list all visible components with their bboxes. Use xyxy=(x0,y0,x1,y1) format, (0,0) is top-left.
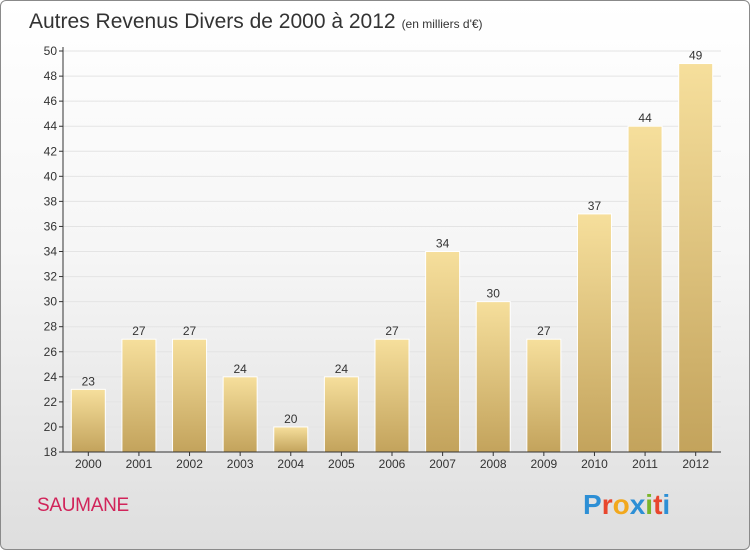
bar xyxy=(627,125,663,453)
labels: 18 20 22 24 26 28 30 32 34 36 38 40 42 44 46 48 50 23 2000… xyxy=(44,44,710,471)
bar-value-label: 20 xyxy=(284,412,298,426)
y-tick-label: 28 xyxy=(44,320,58,334)
bar xyxy=(576,213,612,453)
bar-value-label: 30 xyxy=(487,287,501,301)
x-tick-label: 2001 xyxy=(126,457,153,471)
chart-title-text: Autres Revenus Divers de 2000 à 2012 xyxy=(29,10,396,33)
axes xyxy=(59,47,721,456)
logo-letter: i xyxy=(662,489,671,520)
y-tick-label: 50 xyxy=(44,44,58,58)
x-tick-label: 2002 xyxy=(176,457,203,471)
x-tick-label: 2010 xyxy=(581,457,608,471)
logo-letter: r xyxy=(601,489,613,520)
chart-subtitle: (en milliers d'€) xyxy=(401,17,483,31)
logo-letter: o xyxy=(612,489,630,520)
logo-letter: P xyxy=(583,489,602,520)
bar xyxy=(526,338,562,453)
y-tick-label: 26 xyxy=(44,345,58,359)
y-tick-label: 32 xyxy=(44,270,58,284)
y-tick-label: 22 xyxy=(44,395,58,409)
bar xyxy=(222,376,258,453)
bar xyxy=(425,251,461,453)
y-tick-label: 20 xyxy=(44,420,58,434)
y-tick-label: 42 xyxy=(44,144,58,158)
y-tick-label: 36 xyxy=(44,219,58,233)
bar-value-label: 37 xyxy=(588,199,602,213)
bar xyxy=(172,338,208,453)
x-tick-label: 2011 xyxy=(632,457,658,471)
bar-value-label: 27 xyxy=(183,324,197,338)
bar-value-label: 23 xyxy=(82,374,96,388)
y-tick-label: 48 xyxy=(44,69,58,83)
y-tick-label: 30 xyxy=(44,295,58,309)
x-tick-label: 2004 xyxy=(277,457,304,471)
bar-value-label: 24 xyxy=(335,362,349,376)
bar xyxy=(678,63,714,453)
bar xyxy=(273,426,309,453)
y-tick-label: 44 xyxy=(44,119,58,133)
x-tick-label: 2003 xyxy=(227,457,254,471)
x-tick-label: 2005 xyxy=(328,457,355,471)
bar xyxy=(70,388,106,453)
bar xyxy=(374,338,410,453)
bar-value-label: 24 xyxy=(233,362,247,376)
y-tick-label: 24 xyxy=(44,370,58,384)
x-tick-label: 2009 xyxy=(530,457,557,471)
x-tick-label: 2012 xyxy=(682,457,709,471)
bar-value-label: 34 xyxy=(436,237,450,251)
y-tick-label: 40 xyxy=(44,169,58,183)
proxiti-logo[interactable]: Proxiti xyxy=(583,489,670,521)
bar-value-label: 27 xyxy=(385,324,399,338)
logo-letter: t xyxy=(653,489,663,520)
bar-value-label: 49 xyxy=(689,49,703,63)
y-tick-label: 18 xyxy=(44,445,58,459)
bar xyxy=(323,376,359,453)
bar-value-label: 27 xyxy=(132,324,146,338)
x-tick-label: 2006 xyxy=(379,457,406,471)
logo-letter: i xyxy=(645,489,654,520)
bar-value-label: 44 xyxy=(638,111,652,125)
y-tick-label: 34 xyxy=(44,245,58,259)
x-tick-label: 2000 xyxy=(75,457,102,471)
chart-title: Autres Revenus Divers de 2000 à 2012 (en … xyxy=(29,10,483,34)
x-tick-label: 2007 xyxy=(429,457,456,471)
bar-value-label: 27 xyxy=(537,324,551,338)
bars xyxy=(70,63,714,453)
x-tick-label: 2008 xyxy=(480,457,507,471)
bar xyxy=(475,301,511,453)
y-tick-label: 46 xyxy=(44,94,58,108)
logo-letter: x xyxy=(629,489,646,520)
y-tick-label: 38 xyxy=(44,194,58,208)
commune-name: SAUMANE xyxy=(37,495,129,516)
bar xyxy=(121,338,157,453)
